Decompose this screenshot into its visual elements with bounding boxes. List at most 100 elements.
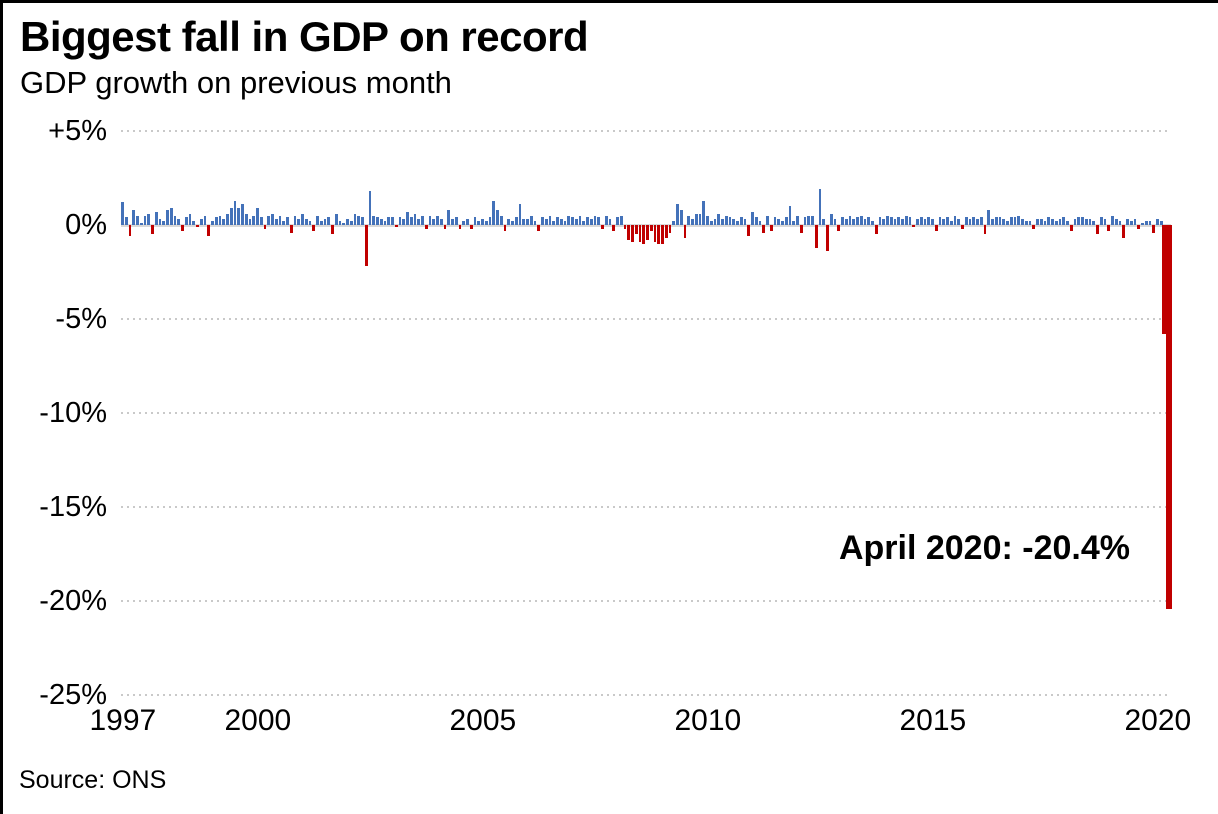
gdp-bar-positive xyxy=(1111,215,1114,225)
gdp-bar-negative xyxy=(814,225,818,248)
gdp-bar-positive xyxy=(484,221,488,225)
gdp-bar-negative xyxy=(128,225,132,237)
gdp-bar-positive xyxy=(923,219,927,225)
gdp-bar-positive xyxy=(732,219,736,225)
gdp-bar-negative xyxy=(623,225,627,229)
gdp-bar-negative xyxy=(443,225,447,229)
gdp-bar-positive xyxy=(949,221,953,225)
x-tick-label-2000: 2000 xyxy=(224,704,292,737)
gdp-bar-positive xyxy=(552,221,556,225)
gdp-bar-negative xyxy=(646,225,649,241)
gdp-bar-negative xyxy=(151,225,154,235)
gdp-bar-positive xyxy=(856,217,859,225)
gdp-bar-negative xyxy=(1162,225,1169,335)
gdp-bar-positive xyxy=(728,217,732,225)
gdp-bar-negative xyxy=(503,225,507,231)
gdp-bar-negative xyxy=(653,225,657,242)
gdp-bar-positive xyxy=(822,219,826,225)
gdp-bar-negative xyxy=(642,225,646,244)
gdp-bar-positive xyxy=(717,213,721,225)
gdp-bar-positive xyxy=(773,217,777,225)
gdp-bar-positive xyxy=(1077,217,1081,225)
x-tick-label-2005: 2005 xyxy=(449,704,517,737)
gdp-bar-positive xyxy=(1062,217,1066,225)
gdp-bar-positive xyxy=(991,219,994,225)
gdp-bar-negative xyxy=(634,225,638,235)
gdp-bar-positive xyxy=(278,215,282,225)
gdp-bar-positive xyxy=(293,215,297,225)
gdp-bar-positive xyxy=(256,208,259,225)
gdp-bar-positive xyxy=(1148,221,1152,225)
chart-subtitle: GDP growth on previous month xyxy=(20,65,452,100)
gdp-bar-positive xyxy=(571,217,574,225)
gdp-bar-negative xyxy=(289,225,293,233)
gdp-bar-positive xyxy=(1002,219,1006,225)
gdp-bar-positive xyxy=(1006,221,1009,225)
gdp-bar-positive xyxy=(713,219,717,225)
gdp-bar-positive xyxy=(781,221,784,225)
gdp-bar-negative xyxy=(1107,225,1111,231)
gdp-bar-positive xyxy=(357,215,361,225)
gdp-bar-positive xyxy=(1028,221,1032,225)
gdp-bar-positive xyxy=(739,217,743,225)
gdp-bar-positive xyxy=(1126,219,1129,225)
gdp-bar-positive xyxy=(274,219,278,225)
gdp-bar-positive xyxy=(574,219,578,225)
gdp-bar-negative xyxy=(1069,225,1073,231)
gdp-bar-positive xyxy=(766,215,769,225)
gdp-bar-positive xyxy=(1036,219,1039,225)
gdp-bar-positive xyxy=(488,217,492,225)
gdp-bar-positive xyxy=(942,219,946,225)
y-tick-label: -20% xyxy=(39,585,107,617)
gdp-bar-positive xyxy=(751,211,754,225)
gdp-bar-positive xyxy=(1021,219,1024,225)
gdp-bar-positive xyxy=(972,217,976,225)
gdp-bar-negative xyxy=(799,225,803,233)
gdp-bar-positive xyxy=(1051,219,1054,225)
gdp-bar-positive xyxy=(1047,217,1051,225)
gdp-bar-positive xyxy=(919,217,923,225)
gdp-bar-positive xyxy=(1013,217,1017,225)
gdp-bar-positive xyxy=(511,221,514,225)
gdp-bar-positive xyxy=(953,215,957,225)
gdp-bar-positive xyxy=(1081,217,1084,225)
gdp-bar-positive xyxy=(383,221,387,225)
gdp-bar-positive xyxy=(158,219,162,225)
gdp-bar-positive xyxy=(1073,219,1077,225)
gdp-bar-positive xyxy=(271,213,274,225)
gdp-bar-positive xyxy=(361,217,364,225)
gdp-bar-negative xyxy=(837,225,841,231)
annotation-april-2020: April 2020: -20.4% xyxy=(838,529,1130,567)
gdp-bar-positive xyxy=(998,217,1002,225)
gdp-bar-negative xyxy=(312,225,316,231)
gdp-bar-positive xyxy=(604,215,608,225)
gdp-bar-positive xyxy=(282,221,286,225)
gdp-bar-positive xyxy=(1114,219,1118,225)
gdp-bar-positive xyxy=(1054,221,1058,225)
gdp-bar-positive xyxy=(578,215,582,225)
gdp-bar-positive xyxy=(544,219,548,225)
gdp-bar-positive xyxy=(811,215,814,225)
gridline--20 xyxy=(121,600,1171,602)
gdp-bar-positive xyxy=(533,221,537,225)
gdp-bar-positive xyxy=(402,219,406,225)
gdp-bar-negative xyxy=(683,225,687,239)
gdp-bar-positive xyxy=(218,215,222,225)
gdp-bar-positive xyxy=(514,217,518,225)
source-note: Source: ONS xyxy=(19,766,167,794)
gdp-bar-positive xyxy=(323,219,327,225)
gdp-bar-positive xyxy=(841,217,844,225)
gdp-bar-positive xyxy=(233,200,237,225)
gdp-bar-positive xyxy=(143,215,147,225)
gdp-bar-positive xyxy=(308,221,312,225)
gdp-bar-positive xyxy=(136,215,139,225)
gdp-bar-positive xyxy=(454,217,458,225)
gdp-bar-positive xyxy=(796,215,799,225)
chart-title: Biggest fall in GDP on record xyxy=(20,13,589,60)
gdp-bar-positive xyxy=(691,219,694,225)
gdp-bar-positive xyxy=(526,219,529,225)
gdp-bar-positive xyxy=(867,217,871,225)
gdp-bar-positive xyxy=(724,215,728,225)
gridline--5 xyxy=(121,318,1171,320)
gdp-bar-positive xyxy=(792,221,796,225)
